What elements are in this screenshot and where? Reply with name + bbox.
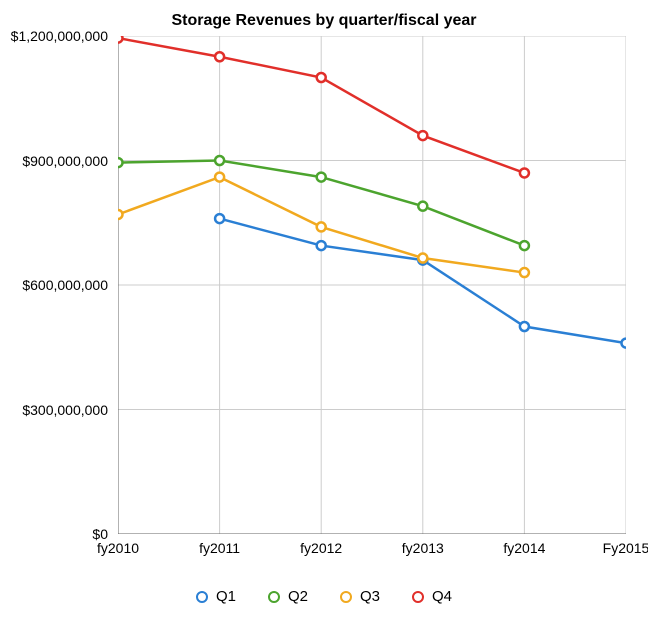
series-marker-q2 — [317, 173, 326, 182]
series-marker-q3 — [317, 222, 326, 231]
plot-area — [118, 36, 626, 534]
legend-marker-icon — [412, 591, 424, 603]
x-tick-label: fy2011 — [199, 540, 240, 556]
series-marker-q1 — [622, 339, 627, 348]
y-tick-label: $600,000,000 — [0, 277, 108, 293]
series-marker-q3 — [118, 210, 123, 219]
x-tick-label: Fy2015 — [603, 540, 648, 556]
y-tick-label: $900,000,000 — [0, 153, 108, 169]
legend-item-q1: Q1 — [196, 588, 236, 605]
series-marker-q1 — [317, 241, 326, 250]
legend-marker-icon — [340, 591, 352, 603]
series-marker-q3 — [215, 173, 224, 182]
legend-item-q2: Q2 — [268, 588, 308, 605]
series-marker-q2 — [215, 156, 224, 165]
legend: Q1 Q2 Q3 Q4 — [0, 588, 648, 605]
legend-marker-icon — [196, 591, 208, 603]
series-marker-q4 — [118, 36, 123, 43]
legend-label: Q2 — [288, 588, 308, 605]
series-marker-q3 — [520, 268, 529, 277]
series-marker-q2 — [118, 158, 123, 167]
y-tick-label: $0 — [0, 526, 108, 542]
x-tick-label: fy2010 — [97, 540, 139, 556]
series-marker-q4 — [317, 73, 326, 82]
y-tick-label: $1,200,000,000 — [0, 28, 108, 44]
legend-item-q3: Q3 — [340, 588, 380, 605]
y-tick-label: $300,000,000 — [0, 402, 108, 418]
legend-marker-icon — [268, 591, 280, 603]
legend-label: Q3 — [360, 588, 380, 605]
x-tick-label: fy2012 — [300, 540, 342, 556]
legend-label: Q1 — [216, 588, 236, 605]
series-marker-q4 — [418, 131, 427, 140]
series-marker-q3 — [418, 254, 427, 263]
series-marker-q4 — [520, 168, 529, 177]
series-marker-q2 — [418, 202, 427, 211]
series-marker-q1 — [520, 322, 529, 331]
x-tick-label: fy2014 — [503, 540, 545, 556]
legend-label: Q4 — [432, 588, 452, 605]
series-marker-q4 — [215, 52, 224, 61]
series-marker-q1 — [215, 214, 224, 223]
legend-item-q4: Q4 — [412, 588, 452, 605]
x-tick-label: fy2013 — [402, 540, 444, 556]
series-marker-q2 — [520, 241, 529, 250]
